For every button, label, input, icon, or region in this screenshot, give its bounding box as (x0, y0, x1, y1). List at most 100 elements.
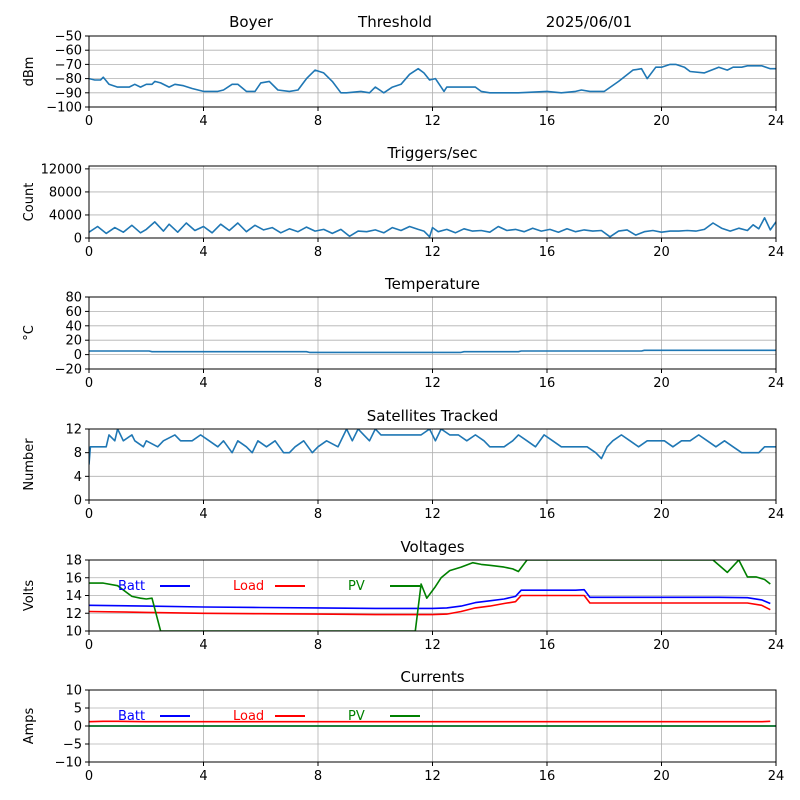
y-tick-label: 40 (65, 319, 82, 334)
y-tick-label: −70 (55, 58, 82, 73)
chart-currents: 0 4 8 12 16 20 24 −10 −5 0 5 10 Currents Amps Batt Load… (22, 668, 784, 784)
y-tick-label: 0 (74, 232, 82, 247)
x-tick-label: 0 (85, 769, 93, 784)
y-tick-label: −20 (55, 363, 82, 378)
x-tick-label: 24 (768, 245, 785, 260)
chart-satellites: 0 4 8 12 16 20 24 0 4 8 12 Satellites Tracked Number (22, 407, 784, 522)
x-tick-label: 8 (314, 769, 322, 784)
x-tick-label: 4 (199, 638, 207, 653)
x-tick-label: 0 (85, 507, 93, 522)
series-line-batt (89, 588, 771, 610)
y-tick-label: 5 (74, 702, 82, 717)
x-tick-label: 16 (539, 507, 556, 522)
x-tick-label: 4 (199, 114, 207, 129)
x-tick-label: 0 (85, 376, 93, 391)
y-tick-label: 4000 (49, 208, 82, 223)
x-tick-label: 12 (424, 638, 441, 653)
y-tick-label: 12 (65, 423, 82, 438)
y-tick-label: 80 (65, 291, 82, 306)
x-tick-label: 24 (768, 769, 785, 784)
x-tick-label: 20 (653, 376, 670, 391)
y-axis-label: Count (22, 183, 37, 222)
chart-title: Satellites Tracked (367, 407, 498, 425)
record-date: 2025/06/01 (546, 13, 632, 31)
y-tick-label: 8000 (49, 185, 82, 200)
x-tick-label: 4 (199, 507, 207, 522)
x-tick-label: 4 (199, 245, 207, 260)
series-line (89, 349, 776, 354)
y-tick-label: 12000 (41, 162, 82, 177)
y-tick-label: −100 (46, 101, 82, 116)
y-tick-label: −60 (55, 44, 82, 59)
x-tick-label: 8 (314, 507, 322, 522)
x-tick-label: 16 (539, 376, 556, 391)
x-tick-label: 8 (314, 376, 322, 391)
y-tick-label: −90 (55, 86, 82, 101)
x-tick-label: 12 (424, 769, 441, 784)
y-axis-label: °C (22, 325, 37, 341)
legend-label-pv: PV (348, 579, 365, 594)
x-tick-label: 20 (653, 245, 670, 260)
y-tick-label: −80 (55, 72, 82, 87)
x-tick-label: 24 (768, 638, 785, 653)
y-tick-label: 0 (74, 348, 82, 363)
y-axis-label: dBm (22, 57, 37, 87)
x-tick-label: 8 (314, 245, 322, 260)
x-tick-label: 8 (314, 114, 322, 129)
x-tick-label: 16 (539, 638, 556, 653)
chart-voltages: 0 4 8 12 16 20 24 10 12 14 16 18 Voltages Volts Batt Lo… (22, 538, 784, 653)
station-name: Boyer (229, 13, 274, 31)
y-tick-label: −50 (55, 30, 82, 45)
y-axis-label: Volts (22, 580, 37, 612)
x-tick-label: 12 (424, 507, 441, 522)
x-tick-label: 0 (85, 638, 93, 653)
x-tick-label: 24 (768, 114, 785, 129)
x-tick-label: 8 (314, 638, 322, 653)
x-tick-label: 20 (653, 507, 670, 522)
y-tick-label: 10 (65, 625, 82, 640)
legend-label-batt: Batt (118, 709, 145, 724)
series-line-pv (89, 560, 771, 631)
y-tick-label: −10 (55, 756, 82, 771)
x-tick-label: 0 (85, 245, 93, 260)
series-line (89, 217, 776, 238)
chart-signal: 0 4 8 12 16 20 24 −100−90−80−70−60−50 dBm (22, 30, 784, 130)
y-tick-label: 60 (65, 305, 82, 320)
y-tick-label: 12 (65, 607, 82, 622)
series-line (89, 63, 776, 94)
y-axis-label: Amps (22, 707, 37, 744)
y-tick-label: 14 (65, 589, 82, 604)
x-tick-label: 24 (768, 507, 785, 522)
x-tick-label: 4 (199, 769, 207, 784)
chart-title: Voltages (400, 538, 464, 556)
series-line-load (89, 594, 771, 616)
y-tick-label: 16 (65, 571, 82, 586)
x-tick-label: 20 (653, 114, 670, 129)
series-line (89, 429, 776, 465)
y-tick-label: −5 (63, 738, 82, 753)
y-axis-label: Number (22, 438, 37, 491)
x-tick-label: 16 (539, 114, 556, 129)
chart-title: Temperature (384, 275, 480, 293)
y-tick-label: 20 (65, 334, 82, 349)
x-tick-label: 20 (653, 769, 670, 784)
x-tick-label: 4 (199, 376, 207, 391)
y-tick-label: 10 (65, 684, 82, 699)
legend-label-load: Load (233, 579, 264, 594)
y-tick-label: 0 (74, 494, 82, 509)
y-tick-label: 8 (74, 446, 82, 461)
chart-triggers: 0 4 8 12 16 20 24 0 4000 8000 12000 Triggers/sec Cou… (22, 144, 784, 260)
x-tick-label: 20 (653, 638, 670, 653)
legend-label-load: Load (233, 709, 264, 724)
x-tick-label: 12 (424, 114, 441, 129)
x-tick-label: 12 (424, 376, 441, 391)
chart-title: Currents (400, 668, 464, 686)
x-tick-label: 16 (539, 245, 556, 260)
chart-title: Triggers/sec (387, 144, 478, 162)
x-tick-label: 16 (539, 769, 556, 784)
y-tick-label: 18 (65, 554, 82, 569)
y-tick-label: 0 (74, 720, 82, 735)
